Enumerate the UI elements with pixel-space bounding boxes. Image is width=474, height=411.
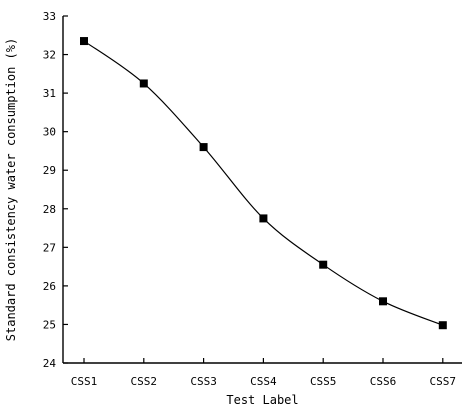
x-tick-label: CSS7 [430,375,457,388]
y-tick-label: 27 [43,241,56,254]
y-tick-label: 24 [43,357,57,370]
x-axis-ticks: CSS1 CSS2 CSS3 CSS4 CSS5 CSS6 CSS7 [71,358,456,388]
y-tick-label: 26 [43,280,56,293]
data-point [319,260,328,269]
x-tick-label: CSS3 [190,375,217,388]
x-tick-label: CSS1 [71,375,98,388]
x-axis-label: Test Label [226,393,298,407]
y-tick-label: 28 [43,203,56,216]
x-tick-label: CSS6 [370,375,397,388]
data-point [259,214,268,223]
series-markers [80,37,447,330]
data-point [379,297,387,306]
y-axis-ticks: 24 25 26 27 28 29 30 31 32 33 [43,10,68,370]
y-tick-label: 31 [43,87,56,100]
x-tick-label: CSS5 [310,375,337,388]
y-axis-label: Standard consistency water consumption (… [4,38,18,341]
y-tick-label: 32 [43,49,56,62]
y-tick-label: 29 [43,164,56,177]
series-line [83,40,444,326]
y-tick-label: 25 [43,318,56,331]
data-point [199,143,208,152]
data-point [139,79,148,88]
x-tick-label: CSS2 [131,375,158,388]
data-point [80,37,88,46]
data-point [438,321,447,330]
y-tick-label: 33 [43,10,56,23]
y-tick-label: 30 [43,126,56,139]
x-tick-label: CSS4 [250,375,277,388]
